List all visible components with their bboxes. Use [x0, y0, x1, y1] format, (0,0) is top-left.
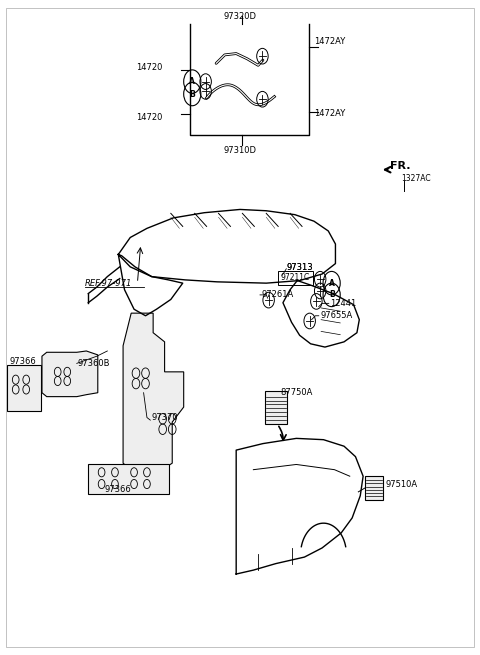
Text: B: B — [190, 90, 195, 98]
Text: 97366: 97366 — [10, 357, 37, 366]
Text: 97313: 97313 — [286, 263, 313, 272]
Polygon shape — [7, 365, 40, 411]
Polygon shape — [123, 313, 184, 474]
Text: 97655A: 97655A — [320, 311, 352, 320]
Text: A: A — [189, 77, 195, 86]
Text: 1472AY: 1472AY — [314, 37, 345, 47]
Text: 97261A: 97261A — [262, 290, 294, 299]
Text: 1327AC: 1327AC — [401, 174, 431, 183]
Text: 97510A: 97510A — [385, 479, 418, 489]
Text: 14720: 14720 — [136, 113, 163, 122]
Polygon shape — [42, 351, 98, 397]
Text: 97313: 97313 — [286, 263, 313, 272]
Text: 12441: 12441 — [330, 299, 356, 308]
Text: 97360B: 97360B — [78, 359, 110, 368]
Text: 97366: 97366 — [105, 485, 132, 495]
Text: 97310D: 97310D — [224, 146, 256, 155]
Text: 14720: 14720 — [136, 64, 163, 73]
Text: 97320D: 97320D — [224, 12, 256, 21]
Text: B: B — [329, 290, 335, 299]
Polygon shape — [365, 476, 383, 500]
Text: 1472AY: 1472AY — [314, 109, 345, 118]
Text: 87750A: 87750A — [280, 388, 312, 397]
Polygon shape — [88, 464, 169, 495]
Text: REF.97-971: REF.97-971 — [85, 278, 132, 288]
Text: FR.: FR. — [390, 160, 411, 171]
Text: 97370: 97370 — [152, 413, 179, 422]
Text: 97211C: 97211C — [281, 273, 310, 282]
Polygon shape — [265, 392, 287, 424]
Text: A: A — [329, 278, 335, 288]
